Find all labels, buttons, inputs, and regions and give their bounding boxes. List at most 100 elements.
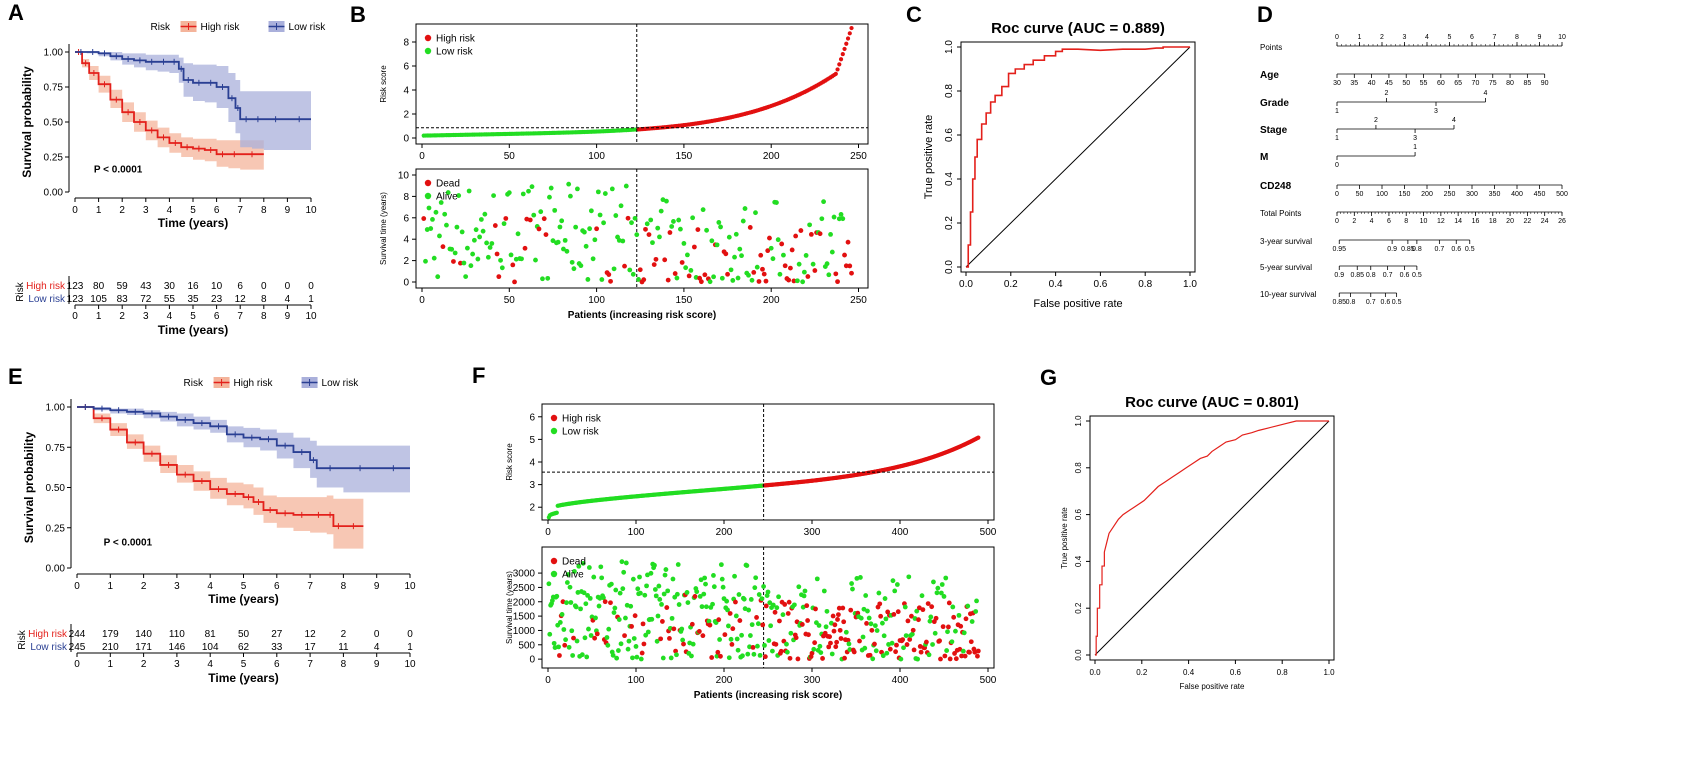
x-tick-label: 0.2 [1136, 668, 1148, 677]
survival-point-alive [757, 652, 763, 658]
x-axis-title: Time (years) [158, 216, 228, 230]
risk-x-title: Time (years) [158, 323, 228, 337]
survival-point-dead [799, 622, 805, 627]
survival-point-dead [640, 621, 646, 627]
nomogram-tick-label: 1 [1335, 108, 1339, 115]
survival-point-dead [828, 640, 833, 646]
survival-point-alive [601, 220, 606, 226]
survival-point-alive [823, 624, 829, 630]
survival-point-alive [576, 563, 582, 569]
survival-point-alive [858, 615, 864, 621]
survival-point-alive [741, 596, 747, 602]
nomogram-tick-label: 4 [1484, 90, 1488, 97]
survival-point-alive [531, 212, 537, 218]
nomogram-tick-label: 12 [1437, 218, 1445, 225]
risk-count: 30 [164, 281, 176, 292]
survival-point-dead [834, 639, 840, 645]
survival-point-alive [554, 593, 560, 599]
y-tick-label: 0.6 [1074, 508, 1083, 520]
nomogram-tick-label: 1 [1413, 144, 1417, 151]
survival-point-alive [668, 655, 674, 661]
survival-point-alive [733, 231, 739, 237]
survival-point-alive [903, 633, 909, 639]
survival-point-dead [806, 632, 811, 638]
survival-point-dead [953, 656, 959, 662]
y-tick-label: 5 [529, 435, 535, 446]
survival-point-alive [762, 642, 767, 648]
nomogram-tick-label: 14 [1454, 218, 1462, 225]
survival-point-dead [758, 252, 764, 258]
survival-point-dead [788, 265, 793, 271]
nomogram-tick-label: 0.9 [1387, 246, 1397, 253]
survival-point-alive [950, 604, 956, 610]
survival-point-dead [845, 239, 851, 245]
x-tick-label: 4 [207, 581, 213, 592]
survival-point-dead [730, 626, 736, 632]
risk-count: 50 [238, 629, 250, 640]
nomogram-tick-label: 50 [1402, 80, 1410, 87]
risk-count: 4 [285, 294, 291, 305]
survival-point-alive [935, 585, 941, 591]
survival-point-dead [804, 603, 810, 609]
survival-point-alive [585, 277, 591, 282]
nomogram-tick-label: 400 [1511, 191, 1523, 198]
risk-x-tick-label: 5 [190, 311, 196, 322]
nomogram-tick-label: 500 [1556, 191, 1568, 198]
survival-point-alive [728, 267, 734, 273]
survival-point-alive [559, 218, 565, 224]
survival-point-dead [831, 628, 837, 634]
survival-point-alive [657, 234, 662, 240]
survival-point-dead [707, 622, 713, 628]
survival-point-alive [611, 610, 617, 615]
survival-point-alive [756, 592, 762, 597]
survival-point-alive [599, 277, 605, 282]
top-frame [541, 403, 995, 521]
survival-point-alive [482, 211, 488, 217]
risk-count: 0 [407, 629, 413, 640]
survival-point-alive [533, 257, 538, 263]
survival-point-alive [938, 590, 944, 596]
survival-point-dead [698, 279, 704, 285]
survival-point-alive [644, 221, 650, 227]
nomogram-row-label: Points [1260, 43, 1282, 52]
nomogram-tick-label: 16 [1472, 218, 1480, 225]
survival-point-dead [512, 279, 517, 285]
y-tick-label: 2 [529, 503, 535, 514]
survival-point-alive [894, 582, 900, 587]
survival-point-dead [750, 645, 756, 650]
survival-point-alive [545, 275, 551, 281]
survival-point-alive [751, 651, 757, 657]
x-tick-label: 1 [96, 205, 102, 216]
survival-point-dead [767, 235, 772, 241]
survival-point-dead [840, 605, 846, 611]
survival-point-alive [613, 213, 619, 218]
survival-point-alive [811, 646, 817, 652]
survival-point-alive [587, 226, 593, 232]
x-tick-label: 0.0 [959, 279, 973, 290]
survival-point-alive [515, 231, 521, 237]
survival-point-alive [468, 263, 474, 269]
risk-count: 105 [90, 294, 107, 305]
survival-point-dead [722, 632, 728, 638]
survival-point-alive [477, 234, 483, 240]
risk-count: 43 [140, 281, 152, 292]
survival-curve [75, 51, 311, 121]
legend-dot [550, 557, 558, 565]
nomogram-tick-label: 200 [1421, 191, 1433, 198]
survival-point-alive [747, 644, 752, 650]
survival-point-alive [737, 246, 743, 252]
survival-point-dead [696, 629, 702, 634]
survival-point-alive [849, 581, 854, 586]
y-tick-label: 10 [398, 171, 410, 182]
risk-count: 104 [202, 642, 219, 653]
legend-label: High risk [234, 378, 274, 389]
survival-point-alive [860, 634, 866, 640]
risk-x-tick-label: 1 [96, 311, 102, 322]
survival-point-dead [760, 622, 766, 628]
survival-point-dead [959, 653, 964, 659]
survival-point-dead [747, 225, 753, 230]
survival-point-alive [930, 642, 935, 647]
survival-point-dead [779, 241, 785, 247]
survival-point-dead [695, 227, 701, 232]
survival-point-dead [763, 278, 769, 284]
